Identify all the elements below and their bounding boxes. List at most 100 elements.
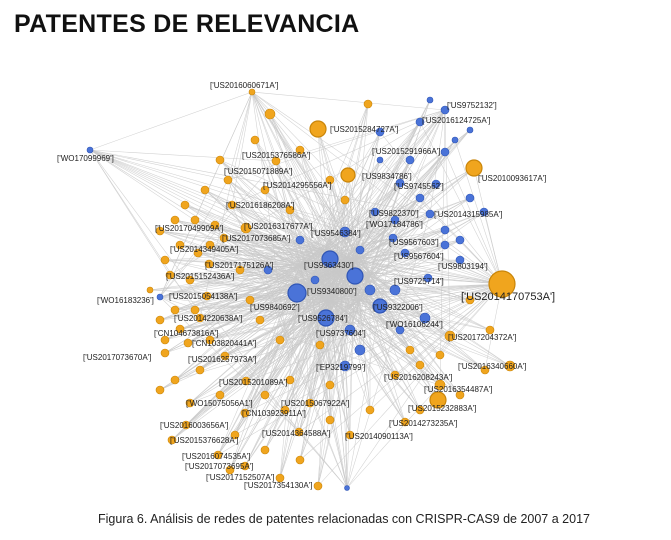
patent-node-orange [260, 390, 270, 400]
patent-node-orange [230, 430, 240, 440]
patent-node-orange [340, 167, 356, 183]
patent-node-orange [220, 351, 230, 361]
network-edge [164, 249, 326, 261]
patent-label: ['US2014349405A'] [170, 245, 238, 254]
patent-node-blue [415, 193, 425, 203]
patent-label: ['US9803194'] [438, 262, 488, 271]
network-edge [454, 139, 503, 285]
network-edge [354, 131, 381, 261]
patent-node-blue [400, 248, 410, 258]
patent-label: ['US2015152436A'] [166, 272, 234, 281]
network-edge [254, 139, 311, 286]
patent-label: ['US2017073695A'] [185, 462, 253, 471]
patent-node-orange [444, 330, 456, 342]
network-edge [199, 109, 446, 319]
patent-node-blue [339, 226, 351, 238]
network-edge [159, 259, 356, 391]
patent-node-blue [346, 267, 364, 285]
network-edge [324, 131, 381, 251]
network-edge [231, 204, 356, 261]
network-edge [289, 274, 371, 381]
patent-node-orange [190, 215, 200, 225]
patent-node-blue [372, 298, 388, 314]
patent-label: ['US2016317677A'] [244, 222, 312, 231]
patent-node-orange [488, 270, 516, 298]
patent-label: ['US2016354487A'] [424, 385, 492, 394]
network-edge [251, 91, 356, 261]
network-edge [275, 160, 348, 489]
network-edge [279, 284, 311, 479]
network-edge [299, 239, 503, 285]
patent-node-blue [405, 155, 415, 165]
patent-label: ['US2010093617A'] [478, 174, 546, 183]
network-edge [239, 249, 326, 271]
network-edge [89, 149, 451, 337]
patent-node-blue [440, 240, 450, 250]
patent-node-orange [504, 360, 516, 372]
network-edge [89, 149, 233, 206]
network-edge [227, 91, 253, 181]
patent-node-orange [195, 365, 205, 375]
patent-node-orange [313, 481, 323, 491]
network-edge [354, 129, 471, 261]
patent-node-orange [465, 295, 475, 305]
patent-node-orange [455, 390, 465, 400]
network-edge [299, 149, 371, 276]
patent-label: ['US2014364588A'] [262, 429, 330, 438]
network-edge [89, 149, 356, 261]
patent-node-blue [354, 344, 366, 356]
patent-node-orange [325, 380, 335, 390]
patent-node-orange [202, 291, 212, 301]
patent-label: ['US9745562'] [394, 182, 444, 191]
network-edge [189, 269, 341, 281]
network-edge [329, 244, 446, 301]
patent-label: ['US2015201089A'] [219, 378, 287, 387]
patent-node-orange [363, 99, 373, 109]
network-edge [223, 237, 503, 285]
patent-node-blue [375, 127, 385, 137]
network-edge [159, 284, 311, 321]
patent-node-orange [240, 461, 250, 471]
network-edge [359, 299, 411, 351]
network-edge [254, 139, 356, 261]
patent-node-blue [426, 96, 434, 104]
network-edge [149, 259, 356, 291]
patent-label: ['US9737604'] [316, 329, 366, 338]
patent-node-orange [415, 405, 425, 415]
network-edge [299, 259, 356, 461]
patent-node-orange [325, 175, 335, 185]
patent-label: ['US2015232883A'] [408, 404, 476, 413]
network-edge [279, 299, 331, 341]
patent-node-orange [271, 156, 281, 166]
patent-label: ['EP3219799'] [316, 363, 365, 372]
patent-node-orange [175, 240, 185, 250]
patent-label: ['US9834786'] [362, 172, 412, 181]
network-edge [298, 109, 446, 433]
network-edge [346, 237, 394, 489]
patent-node-blue [455, 235, 465, 245]
patent-node-blue [388, 233, 398, 243]
network-edge [89, 149, 341, 271]
network-edge [354, 244, 446, 261]
patent-node-orange [155, 226, 165, 236]
patent-node-orange [170, 305, 180, 315]
page-title: PATENTES DE RELEVANCIA [14, 10, 360, 38]
patent-node-orange [340, 195, 350, 205]
patent-label: ['US2015291966A'] [372, 147, 440, 156]
network-edge [309, 284, 331, 386]
patent-node-orange [155, 385, 165, 395]
patent-node-orange [235, 265, 245, 275]
network-edge [369, 274, 503, 285]
network-edge [164, 284, 311, 341]
patent-label: ['CN104673816A'] [154, 329, 218, 338]
patent-node-orange [215, 390, 225, 400]
network-edge [369, 244, 446, 276]
patent-label: ['US2017073685A'] [222, 234, 290, 243]
patent-label: ['US9322006'] [373, 303, 423, 312]
network-edge [89, 149, 346, 233]
patent-node-blue [156, 293, 164, 301]
network-edge [89, 91, 253, 151]
network-edge [354, 211, 485, 261]
patent-node-orange [435, 350, 445, 360]
network-edge [159, 160, 277, 298]
